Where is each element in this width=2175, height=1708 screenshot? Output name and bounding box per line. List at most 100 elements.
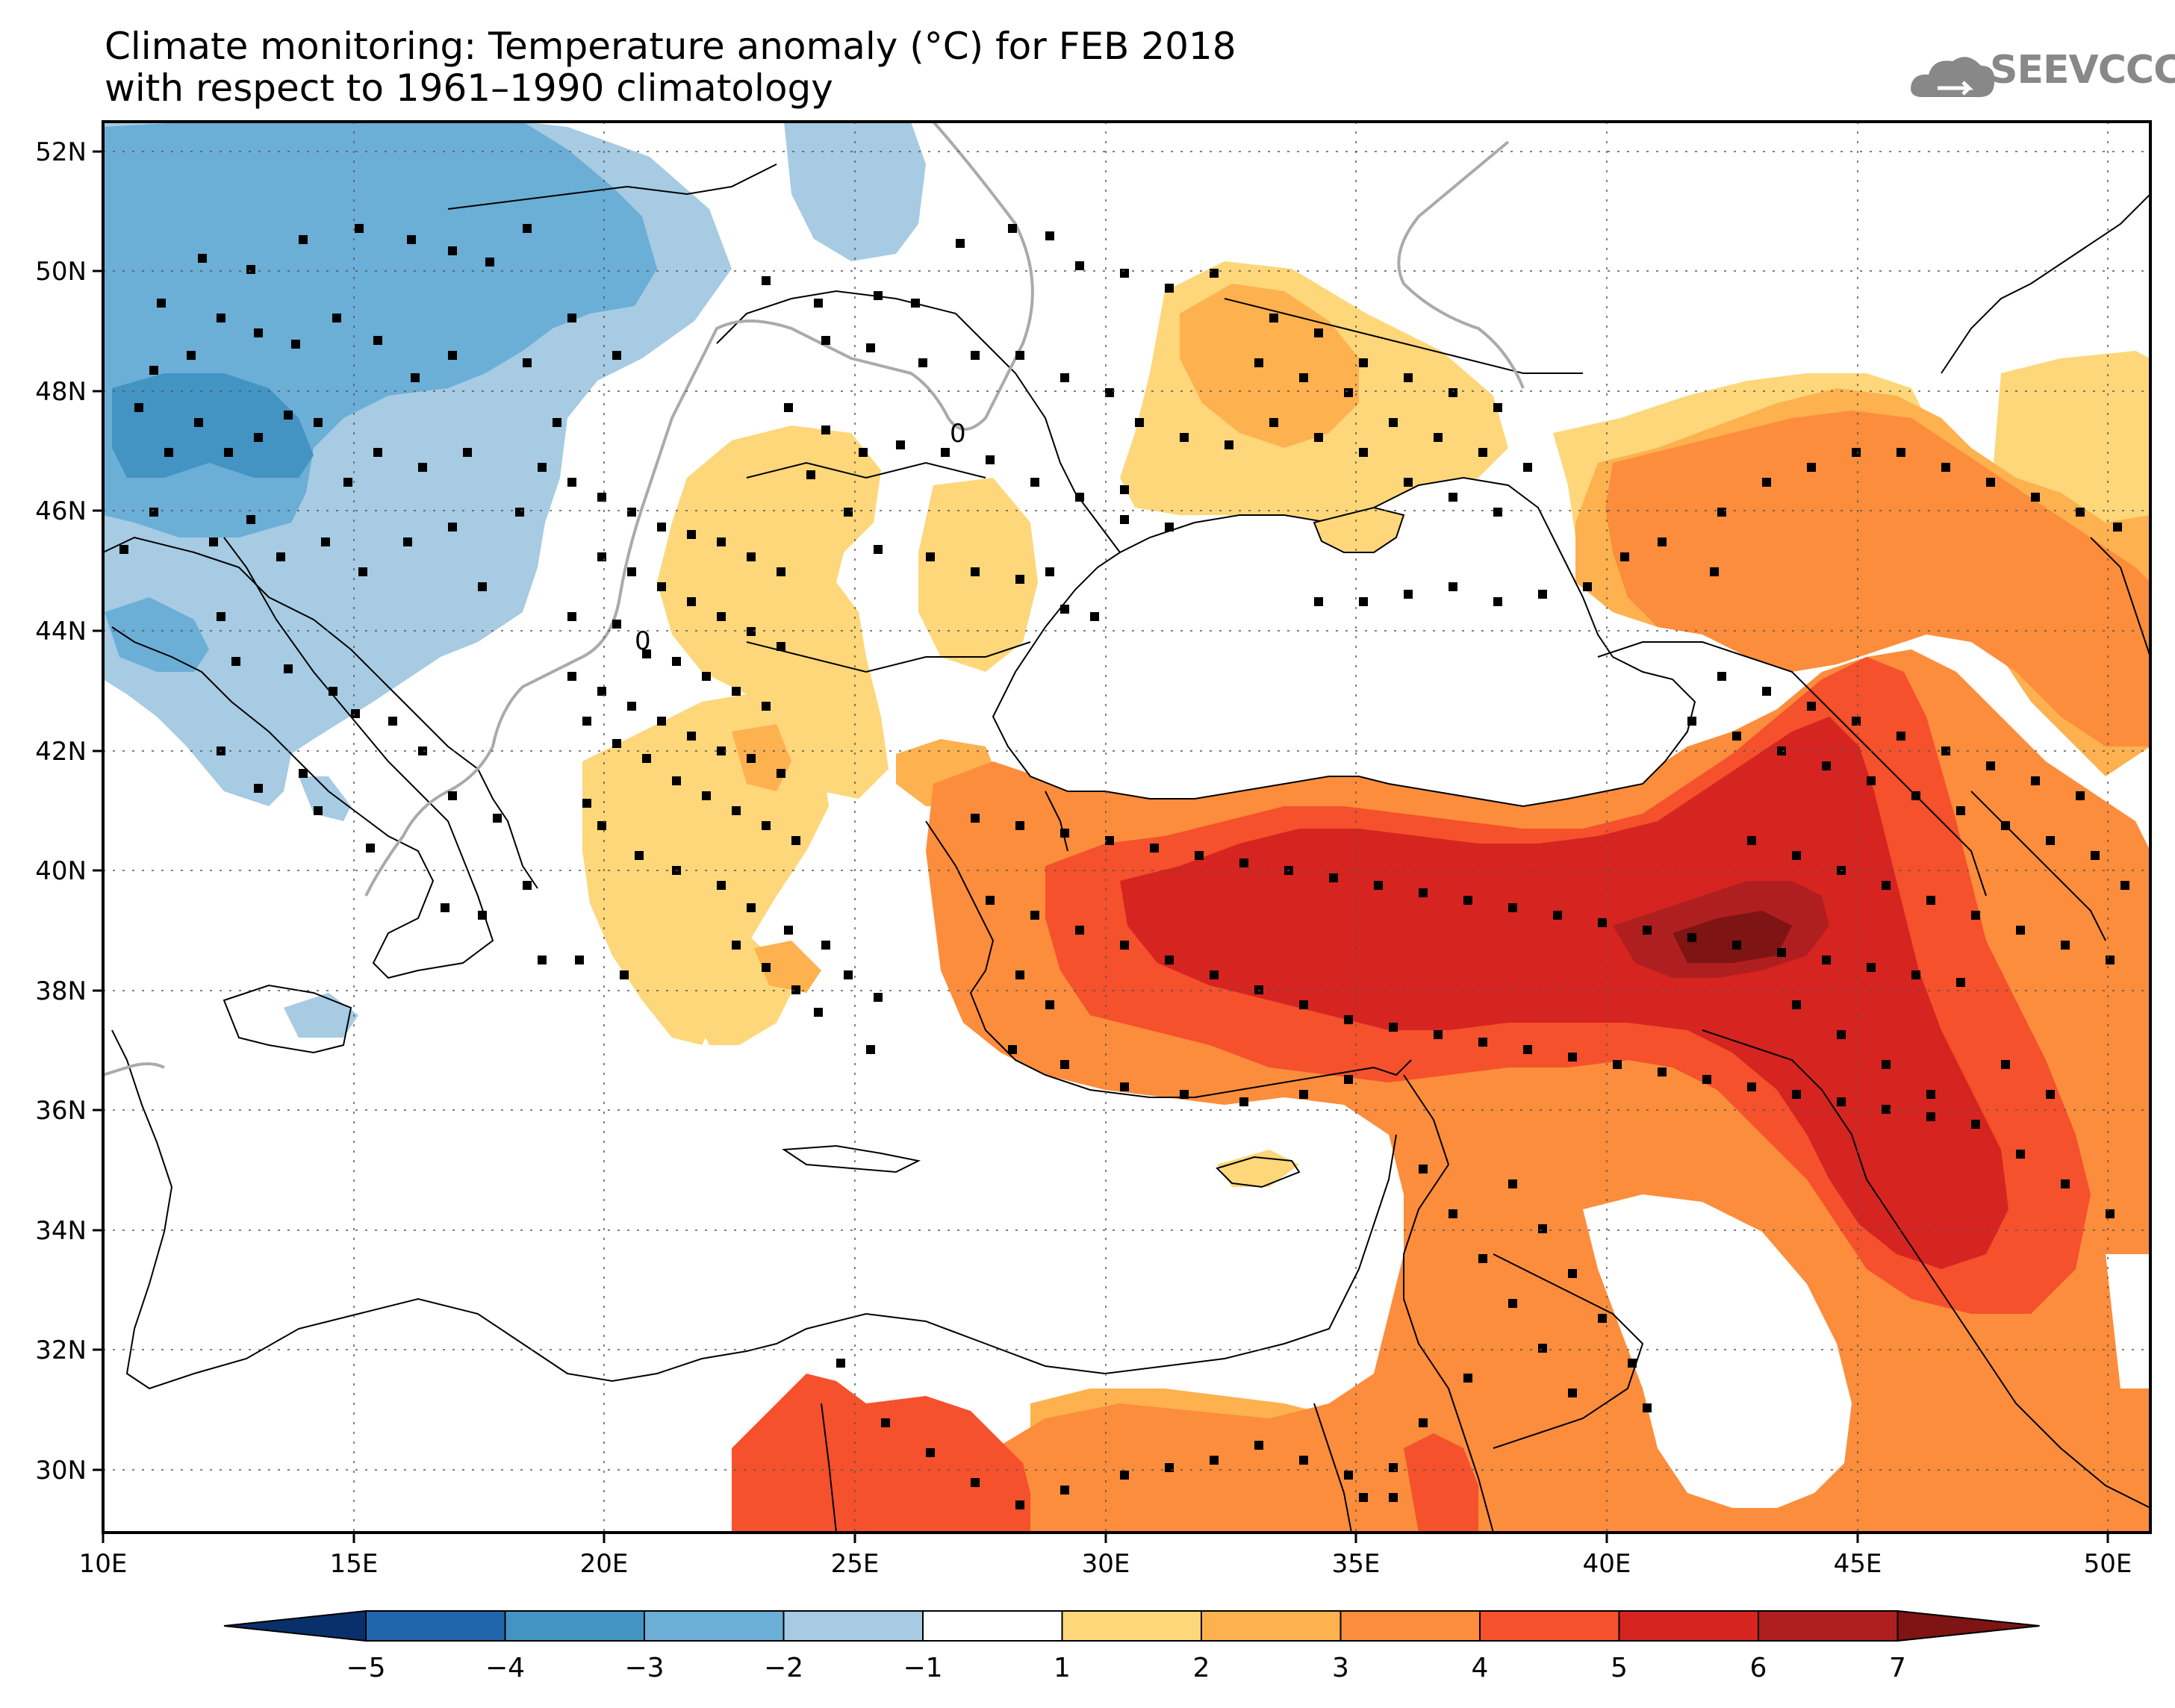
chart-title-line-2: with respect to 1961–1990 climatology (105, 66, 833, 110)
station-marker (441, 903, 449, 912)
station-marker (1344, 1015, 1353, 1024)
lat-label: 50N (35, 257, 87, 287)
station-marker (777, 642, 785, 651)
station-marker (717, 747, 726, 755)
colorbar-label: 2 (1193, 1653, 1210, 1683)
lat-label: 32N (35, 1335, 87, 1365)
station-marker (1508, 1179, 1517, 1188)
latitude-axis: 52N 50N 48N 46N 44N 42N 40N 38N 36N 34N … (35, 137, 103, 1486)
station-marker (567, 612, 576, 621)
station-marker (1717, 508, 1726, 517)
colorbar-label: 4 (1472, 1653, 1489, 1683)
station-marker (2076, 791, 2085, 800)
station-marker (198, 254, 207, 263)
station-marker (224, 448, 233, 457)
station-marker (1628, 1359, 1637, 1368)
station-marker (1911, 791, 1920, 800)
station-marker (1538, 1344, 1547, 1353)
cloud-icon (1911, 57, 1995, 97)
station-marker (373, 336, 382, 345)
station-marker (1777, 948, 1786, 957)
station-marker (1165, 284, 1174, 293)
station-marker (187, 351, 196, 360)
station-marker (373, 448, 382, 457)
station-marker (418, 463, 427, 472)
colorbar-label: 3 (1332, 1653, 1349, 1683)
colorbar-swatch (644, 1610, 785, 1642)
station-marker (538, 463, 547, 472)
station-marker (747, 754, 756, 763)
station-marker (1389, 418, 1398, 427)
crimea (1313, 506, 1405, 553)
station-marker (1120, 269, 1129, 278)
station-marker (1045, 231, 1054, 240)
station-marker (1015, 1500, 1024, 1509)
colorbar-swatch (1479, 1610, 1620, 1642)
station-marker (597, 687, 606, 696)
station-marker (2091, 851, 2100, 860)
lat-label: 38N (35, 976, 87, 1006)
station-marker (1956, 806, 1965, 815)
anomaly-region-red-orange-sinai (1404, 1433, 1478, 1533)
station-marker (1926, 1112, 1935, 1121)
station-marker (866, 343, 875, 352)
station-marker (149, 508, 158, 517)
lat-label: 40N (35, 856, 87, 886)
station-marker (597, 552, 606, 561)
station-marker (687, 530, 696, 539)
station-marker (1732, 732, 1741, 741)
colorbar-swatch (1061, 1610, 1202, 1642)
anomaly-region-blue-south (105, 597, 209, 672)
station-marker (784, 403, 793, 412)
colorbar-swatch (504, 1610, 645, 1642)
station-marker (1374, 881, 1383, 890)
station-marker (1747, 836, 1756, 845)
station-marker (1538, 590, 1547, 599)
station-marker (1359, 358, 1368, 367)
anomaly-region-yellow-romania (657, 426, 889, 799)
station-marker (1807, 702, 1816, 711)
station-marker (777, 567, 785, 576)
station-marker (351, 709, 360, 718)
lon-label: 35E (1332, 1549, 1381, 1579)
station-marker (582, 799, 591, 808)
station-marker (1867, 963, 1876, 972)
station-marker (844, 508, 853, 517)
station-marker (194, 418, 203, 427)
lat-label: 52N (35, 137, 87, 167)
station-marker (1269, 314, 1278, 322)
map-frame (102, 120, 2152, 1534)
station-marker (791, 836, 800, 845)
station-marker (2016, 1150, 2025, 1159)
station-marker (732, 941, 741, 950)
anomaly-region-orange-caucasus-east (1605, 411, 2150, 747)
station-marker (874, 993, 883, 1002)
station-marker (1598, 1314, 1607, 1323)
station-marker (1493, 403, 1502, 412)
anomaly-region-red-core (1120, 717, 2008, 1269)
station-marker (1060, 605, 1069, 614)
station-marker (1882, 1060, 1891, 1069)
station-marker (896, 440, 905, 449)
station-marker (1404, 478, 1413, 487)
station-marker (291, 340, 300, 349)
station-marker (1926, 896, 1935, 905)
colorbar-label: −1 (903, 1653, 942, 1683)
station-marker (1254, 358, 1263, 367)
station-marker (612, 351, 621, 360)
station-marker (1822, 761, 1831, 770)
lat-label: 36N (35, 1096, 87, 1126)
station-marker (523, 224, 532, 233)
station-marker (1120, 485, 1129, 494)
station-marker (1419, 888, 1428, 897)
station-marker (597, 493, 606, 502)
station-marker (231, 657, 240, 666)
station-marker (642, 649, 651, 658)
station-marker (1762, 687, 1771, 696)
station-marker (1538, 1224, 1547, 1233)
station-marker (956, 239, 965, 248)
station-marker (1478, 1038, 1487, 1047)
station-marker (388, 717, 397, 726)
station-marker (1449, 388, 1457, 397)
station-marker (1493, 597, 1502, 606)
